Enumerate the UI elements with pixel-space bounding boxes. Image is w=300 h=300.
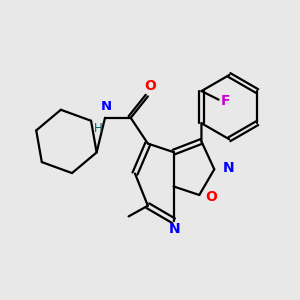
Text: O: O: [206, 190, 218, 204]
Text: O: O: [144, 79, 156, 93]
Text: N: N: [223, 161, 235, 175]
Text: F: F: [221, 94, 230, 108]
Text: N: N: [100, 100, 112, 112]
Text: H: H: [94, 122, 103, 135]
Text: N: N: [169, 222, 181, 236]
